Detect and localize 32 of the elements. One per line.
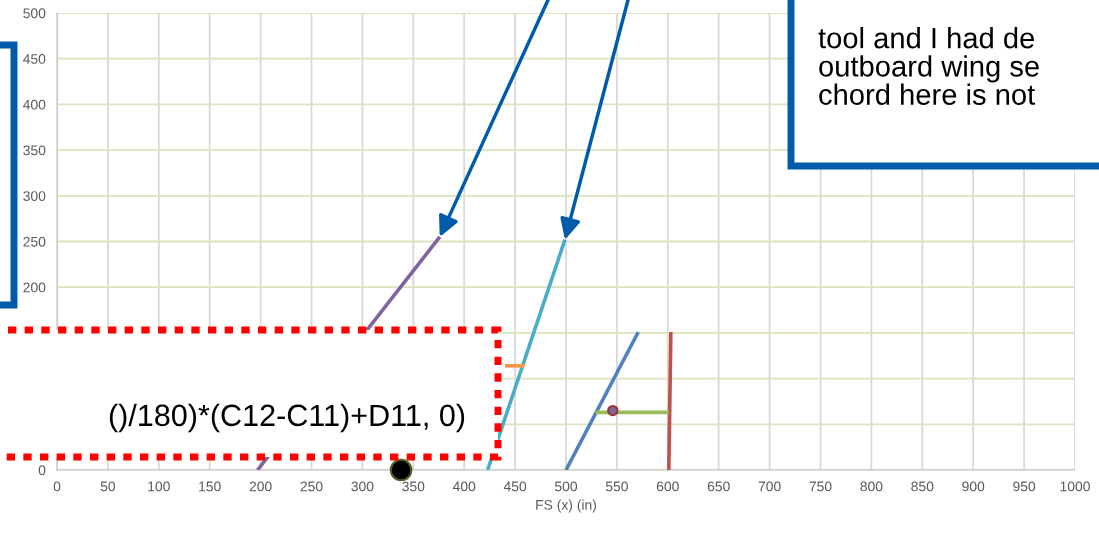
x-tick-label: 300 (351, 481, 374, 492)
y-tick-label: 250 (23, 236, 46, 247)
x-tick-label: 400 (452, 481, 476, 492)
x-tick-label: 950 (1013, 481, 1036, 492)
x-tick-label: 150 (199, 481, 221, 492)
x-tick-label: 550 (605, 481, 628, 492)
x-tick-label: 50 (100, 481, 116, 492)
x-tick-label: 750 (809, 481, 832, 492)
y-tick-label: 400 (23, 99, 46, 110)
x-tick-label: 500 (554, 481, 578, 492)
x-tick-label: 700 (758, 481, 781, 492)
x-tick-label: 650 (707, 481, 730, 492)
y-tick-label: 300 (23, 191, 46, 201)
y-tick-label: 450 (23, 54, 46, 64)
x-tick-label: 600 (656, 481, 679, 492)
x-tick-label: 850 (911, 481, 934, 492)
x-tick-label: 1000 (1060, 481, 1090, 492)
x-tick-label: 250 (300, 481, 323, 492)
x-tick-label: 900 (962, 481, 985, 492)
x-axis-title: FS (x) (in) (536, 499, 596, 513)
y-tick-label: 350 (23, 145, 46, 156)
y-tick-label: 0 (38, 465, 46, 476)
y-tick-label: 200 (23, 282, 46, 293)
x-tick-label: 450 (503, 481, 527, 492)
annotation: ()/180)*(C12-C11)+D11, 0) (109, 403, 465, 433)
x-tick-label: 350 (402, 481, 425, 492)
y-tick-label: 500 (23, 8, 46, 19)
x-tick-label: 800 (860, 481, 883, 492)
x-tick-label: 200 (249, 481, 272, 492)
x-tick-label: 0 (53, 481, 61, 492)
x-tick-label: 100 (148, 481, 170, 492)
annotation: tool and I had de outboard wing se chord here is not (818, 27, 1039, 105)
